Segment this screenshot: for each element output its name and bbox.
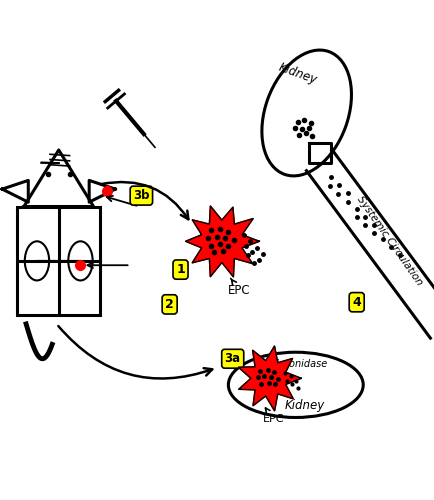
Polygon shape (238, 346, 300, 411)
Text: Hyaluronidase: Hyaluronidase (257, 360, 327, 370)
FancyArrowPatch shape (100, 182, 188, 219)
Text: 1: 1 (176, 263, 184, 276)
Text: EPC: EPC (227, 278, 250, 296)
Text: 4: 4 (352, 296, 360, 308)
Polygon shape (185, 206, 259, 277)
Text: Systemic Circulation: Systemic Circulation (354, 195, 423, 288)
Text: Kidney: Kidney (284, 399, 324, 412)
Text: Kidney: Kidney (276, 61, 319, 87)
Text: 3a: 3a (224, 352, 240, 365)
FancyArrowPatch shape (58, 326, 212, 378)
Text: 2: 2 (165, 298, 174, 311)
Text: 3b: 3b (133, 189, 149, 202)
Text: EPC: EPC (262, 408, 283, 424)
